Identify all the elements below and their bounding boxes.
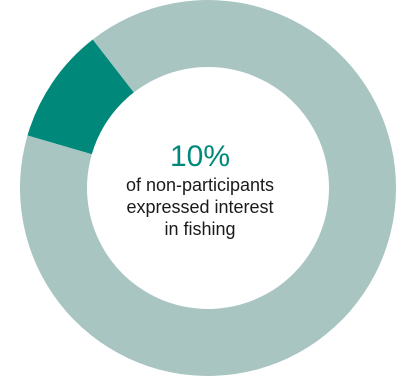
center-value: 10% (169, 140, 231, 173)
center-caption-line-3: in fishing (164, 219, 236, 239)
center-label: 10% of non-participants expressed intere… (100, 140, 300, 240)
center-caption-line-2: expressed interest (126, 197, 274, 217)
donut-slice-1 (19, 0, 397, 376)
donut-slice-0 (27, 39, 134, 155)
center-caption-line-1: of non-participants (125, 175, 275, 195)
